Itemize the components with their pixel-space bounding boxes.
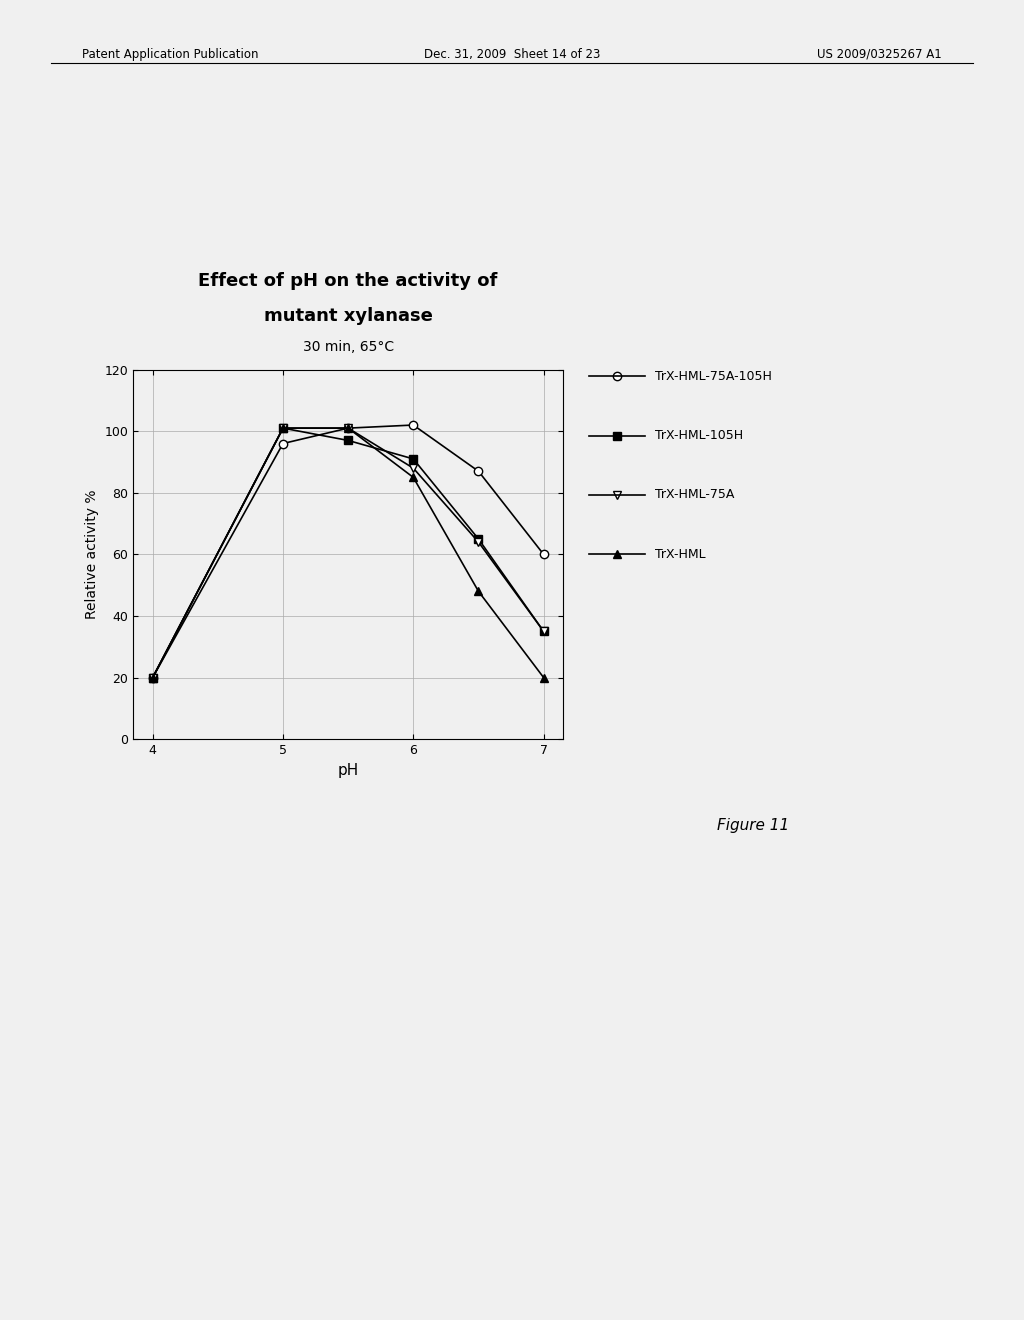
Text: Patent Application Publication: Patent Application Publication (82, 48, 258, 61)
Text: Dec. 31, 2009  Sheet 14 of 23: Dec. 31, 2009 Sheet 14 of 23 (424, 48, 600, 61)
Text: 30 min, 65°C: 30 min, 65°C (303, 339, 393, 354)
X-axis label: pH: pH (338, 763, 358, 777)
Text: mutant xylanase: mutant xylanase (264, 306, 432, 325)
Text: Effect of pH on the activity of: Effect of pH on the activity of (199, 272, 498, 290)
Text: TrX-HML-75A-105H: TrX-HML-75A-105H (655, 370, 772, 383)
Text: US 2009/0325267 A1: US 2009/0325267 A1 (817, 48, 942, 61)
Text: Figure 11: Figure 11 (717, 818, 790, 833)
Text: TrX-HML-105H: TrX-HML-105H (655, 429, 743, 442)
Text: TrX-HML: TrX-HML (655, 548, 706, 561)
Text: TrX-HML-75A: TrX-HML-75A (655, 488, 735, 502)
Y-axis label: Relative activity %: Relative activity % (85, 490, 99, 619)
